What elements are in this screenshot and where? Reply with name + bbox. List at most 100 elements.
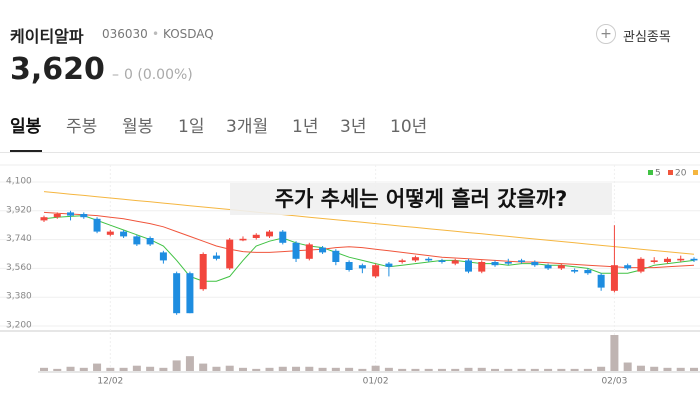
candle-body	[610, 265, 618, 291]
candle-body	[133, 236, 141, 245]
legend-swatch	[648, 170, 653, 175]
candle-body	[186, 273, 194, 314]
volume-bar	[146, 366, 155, 371]
candle-body	[239, 238, 247, 241]
candle-body	[518, 260, 526, 262]
candle-body	[677, 258, 685, 261]
volume-bar	[411, 368, 420, 371]
tab[interactable]: 월봉	[122, 117, 154, 137]
volume-bar	[53, 368, 62, 371]
candle-body	[571, 270, 579, 272]
volume-bar	[66, 366, 75, 371]
volume-bar	[504, 368, 513, 371]
candle-body	[438, 260, 446, 262]
change: 0 (0.00%)	[124, 67, 193, 83]
x-tick-label: 02/03	[601, 377, 627, 387]
tab[interactable]: 10년	[390, 117, 428, 137]
volume-bar	[265, 367, 274, 371]
candle-body	[106, 231, 114, 235]
tab-bar: 일봉 주봉 월봉 1일 3개월 1년 3년 10년	[0, 112, 700, 153]
volume-bar	[278, 366, 287, 371]
volume-bar	[172, 360, 181, 371]
volume-bar	[238, 367, 247, 371]
tab-underline	[10, 150, 42, 152]
candle-body	[557, 265, 565, 269]
volume-bar	[544, 368, 553, 371]
volume-bar	[79, 367, 88, 371]
tab[interactable]: 1일	[178, 117, 205, 137]
volume-bar	[358, 368, 367, 371]
volume-bar	[451, 368, 460, 371]
candle-body	[597, 274, 605, 288]
market: KOSDAQ	[163, 27, 214, 41]
volume-bar	[636, 365, 645, 371]
candle-body	[650, 260, 658, 262]
watch-button[interactable]: 관심종목	[623, 30, 671, 45]
candle-body	[504, 262, 512, 264]
candle-body	[93, 218, 101, 232]
legend-swatch	[693, 170, 698, 175]
volume-bar	[650, 366, 659, 371]
volume-bar	[610, 335, 619, 371]
stock-name: 케이티알파	[10, 27, 84, 46]
candle-body	[358, 265, 366, 269]
volume-bar	[292, 366, 301, 371]
candle-body	[398, 260, 406, 262]
candle-body	[332, 250, 340, 262]
candle-body	[292, 242, 300, 259]
x-tick-label: 01/02	[363, 377, 389, 387]
candle-body	[464, 260, 472, 272]
candle-body	[279, 231, 287, 243]
volume-bar	[384, 367, 393, 371]
candle-body	[663, 258, 671, 262]
volume-bar	[623, 362, 632, 371]
y-tick-label: 3,920	[6, 205, 32, 215]
volume-bar	[583, 368, 592, 371]
volume-bar	[597, 366, 606, 371]
volume-bar	[477, 367, 486, 371]
candle-body	[531, 262, 539, 266]
ma-line	[43, 211, 695, 269]
candle-body	[226, 239, 234, 269]
candle-body	[544, 265, 552, 269]
volume-bar	[40, 367, 48, 371]
candle-body	[624, 265, 632, 269]
candle-body	[146, 238, 154, 245]
tab[interactable]: 1년	[292, 117, 319, 137]
candle-body	[252, 234, 260, 238]
volume-bar	[517, 368, 526, 371]
tab[interactable]: 3년	[340, 117, 367, 137]
volume-bar	[345, 367, 354, 371]
volume-bar	[119, 367, 128, 371]
candle-body	[690, 258, 698, 261]
candle-body	[491, 262, 499, 266]
volume-bar	[93, 363, 102, 371]
y-tick-label: 3,200	[6, 321, 32, 331]
tab[interactable]: 주봉	[66, 117, 98, 137]
candle-body	[40, 217, 48, 221]
volume-bar	[690, 367, 698, 371]
volume-bar	[199, 363, 208, 371]
tab[interactable]: 3개월	[226, 117, 269, 137]
volume-bar	[530, 368, 539, 371]
candle-body	[53, 214, 61, 218]
volume-bar	[159, 367, 168, 371]
candle-body	[159, 252, 167, 261]
candle-body	[372, 265, 380, 277]
stock-code: 036030	[102, 27, 148, 41]
y-tick-label: 3,560	[6, 263, 32, 273]
watch-icon[interactable]: +	[596, 24, 616, 44]
volume-bar	[185, 356, 194, 371]
volume-bar	[398, 368, 407, 371]
volume-bar	[371, 365, 380, 371]
volume-bar	[424, 368, 433, 371]
candle-body	[199, 254, 207, 290]
candle-body	[173, 273, 181, 314]
legend-label: 5	[655, 169, 661, 179]
tab[interactable]: 일봉	[10, 117, 42, 137]
candle-body	[120, 231, 128, 237]
volume-bar	[464, 367, 473, 371]
volume-bar	[557, 368, 566, 371]
volume-bar	[491, 368, 500, 371]
